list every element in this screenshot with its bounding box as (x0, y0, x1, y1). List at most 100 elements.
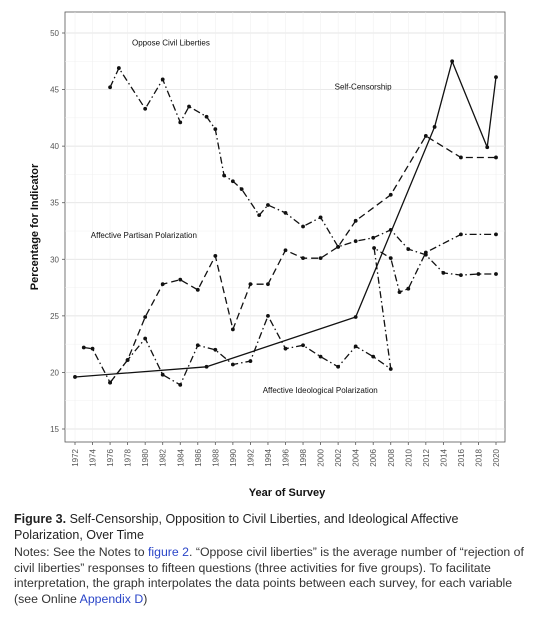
data-point (204, 114, 209, 119)
data-point (204, 364, 209, 369)
x-tick-label: 1982 (159, 448, 168, 466)
data-point (266, 313, 270, 318)
data-point (108, 380, 112, 385)
data-point (230, 327, 235, 332)
x-tick-label: 2006 (369, 448, 378, 466)
data-point (423, 250, 428, 255)
y-tick-label: 30 (50, 255, 59, 264)
data-point (301, 343, 305, 348)
data-point (336, 364, 341, 369)
data-point (353, 239, 358, 244)
gridlines (65, 12, 505, 442)
data-point (494, 232, 498, 237)
x-tick-label: 2014 (439, 448, 448, 466)
y-tick-label: 25 (50, 312, 59, 321)
x-tick-label: 2000 (317, 448, 326, 466)
data-point (485, 145, 490, 150)
figure-label: Figure 3. (14, 512, 67, 526)
data-point (441, 270, 446, 275)
x-tick-label: 1990 (229, 448, 238, 466)
series-3 (81, 232, 498, 387)
y-tick-labels: 15 20 25 30 35 40 45 50 (50, 29, 65, 434)
line-chart: 15 20 25 30 35 40 45 50 1972 1974 1976 1978 1980 198… (29, 11, 506, 499)
data-point (318, 354, 323, 359)
data-point (388, 367, 393, 371)
data-point (230, 179, 235, 184)
data-point (371, 235, 376, 240)
data-point (459, 232, 463, 237)
data-point (178, 120, 183, 125)
x-tick-label: 1986 (194, 448, 203, 466)
x-axis-label: Year of Survey (249, 487, 326, 499)
data-point (81, 345, 86, 350)
data-point (459, 155, 463, 160)
data-point (160, 372, 165, 377)
series-annotation: Self-Censorship (335, 83, 392, 92)
notes-suffix: ) (143, 591, 148, 606)
plot-panel (64, 11, 506, 443)
data-point (213, 347, 218, 352)
x-tick-label: 1994 (264, 448, 273, 466)
data-point (388, 256, 393, 261)
annotation-layer: Oppose Civil Liberties Self-Censorship Aff… (91, 38, 392, 394)
data-point (406, 286, 411, 291)
y-tick-label: 15 (50, 425, 59, 434)
data-point (423, 134, 428, 138)
data-point (143, 315, 148, 319)
x-tick-label: 1984 (176, 448, 185, 466)
data-point (248, 359, 253, 364)
y-tick-label: 20 (50, 368, 59, 377)
x-tick-label: 1988 (211, 448, 220, 466)
data-point (494, 75, 498, 80)
x-tick-label: 1972 (71, 448, 80, 466)
data-point (336, 244, 341, 249)
series-layer (73, 59, 498, 387)
x-tick-label: 2008 (387, 448, 396, 466)
figure-2-link[interactable]: figure 2 (147, 545, 190, 559)
data-point (248, 282, 253, 287)
notes-body: . “Oppose civil liberties” is the averag… (14, 545, 524, 606)
x-tick-label: 2010 (404, 448, 413, 466)
data-point (283, 210, 288, 215)
x-tick-label: 1976 (106, 448, 115, 466)
data-point (476, 272, 481, 276)
data-point (73, 375, 77, 379)
data-point (160, 77, 165, 82)
data-point (388, 192, 393, 197)
data-point (301, 256, 305, 261)
data-point (353, 218, 358, 223)
data-point (494, 155, 498, 160)
data-point (187, 104, 191, 109)
x-tick-label: 2012 (422, 448, 431, 466)
y-tick-label: 50 (50, 29, 59, 38)
data-point (222, 173, 227, 178)
x-tick-labels: 1972 1974 1976 1978 1980 1982 1984 1986 1988 1990… (71, 442, 501, 467)
notes-prefix: Notes: See the Notes to (14, 545, 148, 559)
series-annotation: Affective Ideological Polarization (263, 386, 378, 395)
data-point (257, 213, 262, 218)
series-1 (73, 59, 498, 379)
appendix-d-link[interactable]: Appendix D (79, 591, 144, 606)
data-point (301, 224, 305, 229)
x-tick-label: 2018 (474, 448, 483, 466)
data-point (353, 344, 358, 349)
series-2 (108, 134, 498, 385)
figure-notes: Notes: See the Notes to figure 2. “Oppos… (14, 545, 526, 607)
data-point (195, 343, 200, 348)
x-tick-label: 1998 (299, 448, 308, 466)
x-tick-label: 1978 (124, 448, 133, 466)
data-point (90, 346, 95, 351)
data-point (372, 246, 376, 250)
data-point (213, 127, 218, 132)
data-point (125, 358, 130, 362)
data-point (318, 256, 323, 261)
data-point (459, 273, 463, 278)
data-point (116, 66, 121, 70)
data-point (143, 106, 148, 111)
data-point (230, 362, 235, 367)
x-tick-label: 2004 (352, 448, 361, 466)
x-tick-label: 1996 (282, 448, 291, 466)
x-tick-label: 2002 (334, 448, 343, 466)
series-annotation: Oppose Civil Liberties (132, 38, 210, 47)
data-point (178, 277, 183, 282)
